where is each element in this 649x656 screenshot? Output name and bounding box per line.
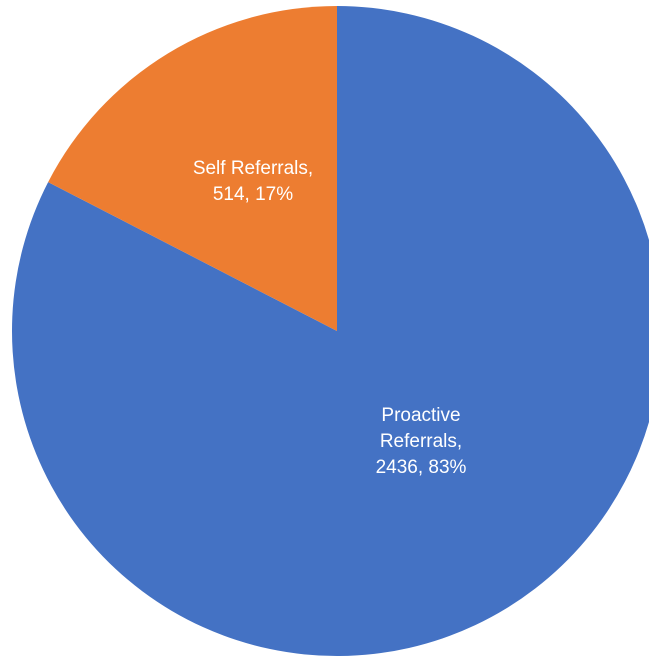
data-label-line: 2436, 83%: [376, 457, 467, 478]
data-label-line: Referrals,: [380, 431, 462, 452]
pie-slice-self-referrals: [48, 6, 337, 331]
data-label-self-referrals: Self Referrals, 514, 17%: [193, 158, 313, 205]
data-label-line: Proactive: [381, 405, 460, 426]
data-label-proactive-referrals: Proactive Referrals, 2436, 83%: [376, 405, 467, 478]
pie-slice-proactive-referrals: [12, 6, 649, 656]
data-label-line: Self Referrals,: [193, 158, 313, 179]
data-label-line: 514, 17%: [213, 184, 293, 205]
